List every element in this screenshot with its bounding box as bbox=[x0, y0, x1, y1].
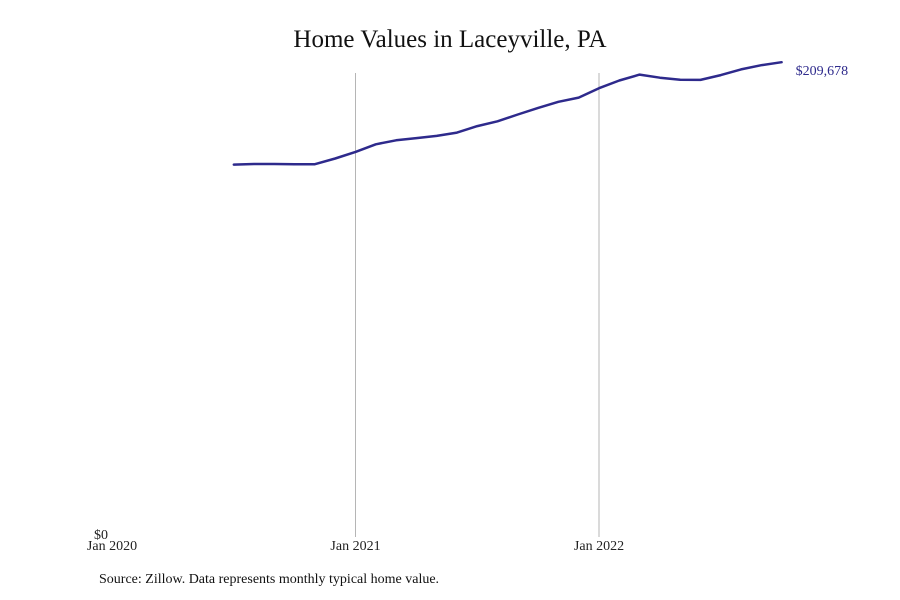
end-value-label: $209,678 bbox=[796, 64, 849, 79]
series-line-0 bbox=[232, 60, 783, 166]
grid-layer bbox=[355, 73, 600, 537]
chart-title: Home Values in Laceyville, PA bbox=[293, 26, 607, 53]
x-tick-label: Jan 2021 bbox=[330, 539, 380, 554]
y-tick-label: $0 bbox=[94, 528, 108, 543]
x-tick-label: Jan 2022 bbox=[574, 539, 624, 554]
label-layer: Jan 2020 Jan 2021 Jan 2022 $0 $209,678 bbox=[87, 64, 848, 554]
line-layer bbox=[232, 60, 783, 166]
x-tick-label: Jan 2020 bbox=[87, 539, 137, 554]
source-note: Source: Zillow. Data represents monthly … bbox=[99, 572, 440, 587]
